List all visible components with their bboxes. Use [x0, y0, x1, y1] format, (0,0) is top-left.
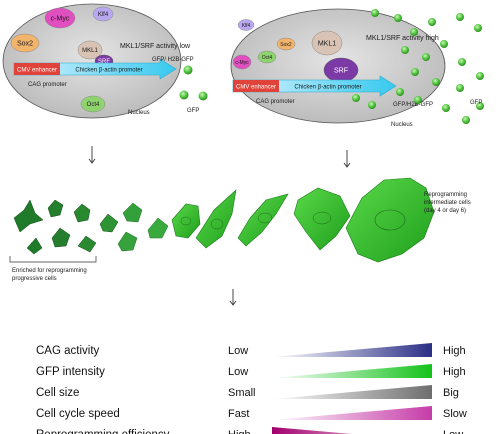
svg-text:Chicken β-actin promoter: Chicken β-actin promoter — [75, 68, 142, 74]
gradient-wedge — [272, 343, 432, 357]
svg-text:CMV enhancer: CMV enhancer — [236, 85, 276, 91]
left-factor-mkl1: MKL1 — [77, 40, 103, 60]
down-arrow-left — [88, 146, 96, 164]
cell-small — [51, 227, 71, 248]
right-activity-label: MKL1/SRF activity high — [366, 35, 439, 42]
right-cag-label: CAG promoter — [256, 99, 295, 105]
svg-text:Klf4: Klf4 — [242, 23, 251, 29]
cell-large — [293, 187, 351, 251]
svg-text:SRF: SRF — [334, 68, 348, 75]
svg-text:Sox2: Sox2 — [280, 42, 292, 48]
cell-small — [26, 237, 43, 255]
svg-text:Oct4: Oct4 — [262, 55, 273, 61]
gradient-row-left-value: Low — [228, 366, 248, 378]
left-gfp-label: GFP — [187, 108, 199, 114]
cell-largest — [345, 177, 435, 263]
right-factor-srf: SRF — [323, 57, 359, 83]
left-nucleus: c-Myc Klf4 Sox2 MKL1 SRF Oct4 MKL1/SRF a… — [2, 3, 194, 119]
svg-text:SRF: SRF — [98, 59, 110, 65]
left-factor-sox2: Sox2 — [10, 33, 40, 53]
gradient-row-label: CAG activity — [36, 345, 100, 357]
right-nucleus-label: Nucleus — [391, 122, 413, 128]
gradient-row-right-value: High — [443, 366, 466, 378]
svg-text:c-Myc: c-Myc — [235, 60, 249, 66]
cell-small — [122, 202, 143, 223]
gradient-row-left-value: Small — [228, 387, 256, 399]
gradient-row-right-value: Low — [443, 429, 463, 434]
left-factor-cmyc: c-Myc — [44, 7, 76, 29]
intermediate-label-line1: Reprogramming — [424, 192, 467, 198]
svg-text:MKL1: MKL1 — [318, 41, 336, 48]
right-factor-klf4: Klf4 — [237, 19, 255, 31]
svg-text:MKL1: MKL1 — [82, 48, 98, 54]
gradient-row-right-value: High — [443, 345, 466, 357]
left-reporter-label: GFP/ H2B-GFP — [152, 57, 194, 63]
left-factor-oct4: Oct4 — [80, 95, 106, 113]
down-arrow-center — [229, 289, 237, 306]
left-cag-construct: CMV enhancer Chicken β-actin promoter — [13, 58, 177, 80]
cell-medium — [237, 193, 289, 247]
enriched-label-line2: progressive cells — [12, 276, 57, 282]
cell-small — [99, 213, 119, 233]
svg-text:Oct4: Oct4 — [87, 102, 100, 108]
cell-small — [77, 235, 97, 253]
cell-row — [13, 177, 435, 263]
gradient-row-left-value: Low — [228, 345, 248, 357]
left-gfp-dots — [179, 65, 208, 101]
gradient-wedge — [272, 385, 432, 399]
cell-small — [13, 199, 44, 233]
gradient-row-label: Reprogramming efficiency — [36, 429, 170, 434]
gradient-row-right-value: Slow — [443, 408, 467, 420]
svg-text:Sox2: Sox2 — [17, 41, 33, 48]
left-nucleus-label: Nucleus — [128, 110, 150, 116]
right-nucleus: Klf4 Sox2 Oct4 c-Myc MKL1 SRF MKL1/SRF a… — [230, 8, 446, 128]
right-factor-oct4: Oct4 — [257, 50, 277, 64]
right-factor-sox2: Sox2 — [276, 37, 296, 51]
cell-small — [47, 199, 64, 218]
gradient-wedge — [272, 427, 352, 434]
gradient-row-label: Cell size — [36, 387, 79, 399]
right-gfp-label: GFP — [470, 100, 482, 106]
gradient-row-right-value: Big — [443, 387, 459, 399]
left-factor-klf4: Klf4 — [92, 6, 114, 22]
cell-small — [73, 203, 91, 223]
gradient-wedge — [272, 406, 432, 420]
cell-medium — [171, 203, 201, 239]
down-arrow-right — [343, 150, 351, 168]
gradient-wedge — [272, 364, 432, 378]
right-reporter-label: GFP/H2B-GFP — [393, 102, 433, 108]
gradient-row-label: Cell cycle speed — [36, 408, 120, 420]
left-activity-label: MKL1/SRF activity low — [120, 43, 191, 50]
right-factor-mkl1: MKL1 — [311, 30, 343, 56]
gradient-row-left-value: High — [228, 429, 251, 434]
intermediate-label-line3: (day 4 or day 6) — [424, 208, 466, 214]
enriched-bracket — [9, 256, 97, 263]
enriched-label-line1: Enriched for reprogramming — [12, 268, 87, 274]
right-gfp-dots — [352, 9, 484, 124]
gradient-row-left-value: Fast — [228, 408, 249, 420]
svg-text:Klf4: Klf4 — [98, 12, 109, 18]
svg-text:Chicken β-actin promoter: Chicken β-actin promoter — [294, 85, 361, 91]
gradient-row-label: GFP intensity — [36, 366, 105, 378]
cell-small — [147, 217, 169, 239]
right-cag-construct: CMV enhancer Chicken β-actin promoter — [232, 75, 397, 97]
left-cag-label: CAG promoter — [28, 82, 67, 88]
right-factor-cmyc: c-Myc — [232, 54, 252, 70]
svg-text:CMV enhancer: CMV enhancer — [17, 68, 57, 74]
property-gradients: CAG activity Low High GFP intensity Low High C… — [36, 343, 467, 434]
cell-small — [117, 231, 138, 252]
intermediate-label-line2: intermediate cells — [424, 200, 471, 206]
svg-text:c-Myc: c-Myc — [51, 16, 70, 23]
